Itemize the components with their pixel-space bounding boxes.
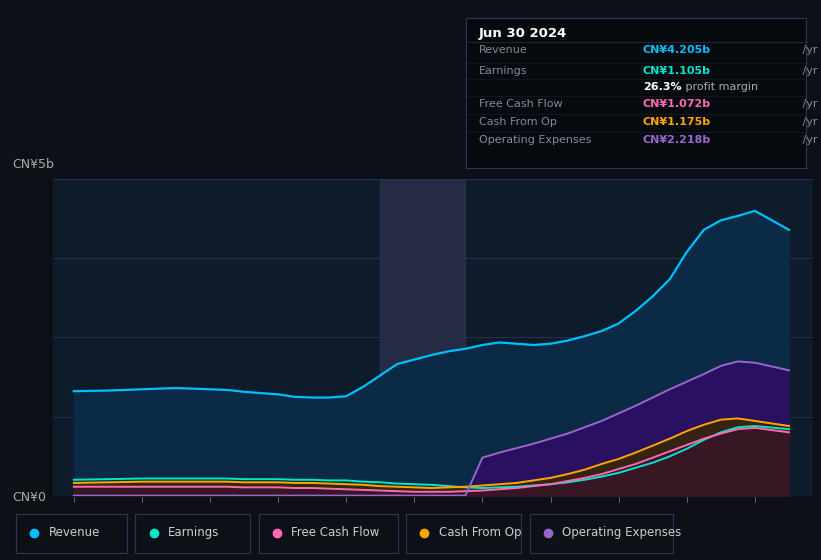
Text: 26.3%: 26.3%	[643, 82, 681, 92]
Text: Cash From Op: Cash From Op	[439, 526, 521, 539]
Text: /yr: /yr	[800, 135, 818, 145]
Text: CN¥1.175b: CN¥1.175b	[643, 117, 711, 127]
Text: Operating Expenses: Operating Expenses	[562, 526, 681, 539]
Text: Jun 30 2024: Jun 30 2024	[479, 27, 567, 40]
Text: Earnings: Earnings	[479, 66, 528, 76]
Text: CN¥1.072b: CN¥1.072b	[643, 99, 711, 109]
Text: Cash From Op: Cash From Op	[479, 117, 557, 127]
Text: /yr: /yr	[800, 45, 818, 55]
Text: /yr: /yr	[800, 99, 818, 109]
Text: /yr: /yr	[800, 117, 818, 127]
Text: profit margin: profit margin	[682, 82, 758, 92]
Text: CN¥1.105b: CN¥1.105b	[643, 66, 711, 76]
Text: CN¥2.218b: CN¥2.218b	[643, 135, 711, 145]
Bar	[380, 179, 466, 496]
Text: Free Cash Flow: Free Cash Flow	[291, 526, 380, 539]
Text: Revenue: Revenue	[49, 526, 101, 539]
Text: CN¥0: CN¥0	[12, 491, 46, 504]
Text: /yr: /yr	[800, 66, 818, 76]
Text: CN¥5b: CN¥5b	[12, 158, 54, 171]
Text: Free Cash Flow: Free Cash Flow	[479, 99, 562, 109]
Text: Revenue: Revenue	[479, 45, 528, 55]
Text: Earnings: Earnings	[168, 526, 220, 539]
Text: Operating Expenses: Operating Expenses	[479, 135, 591, 145]
Text: CN¥4.205b: CN¥4.205b	[643, 45, 711, 55]
